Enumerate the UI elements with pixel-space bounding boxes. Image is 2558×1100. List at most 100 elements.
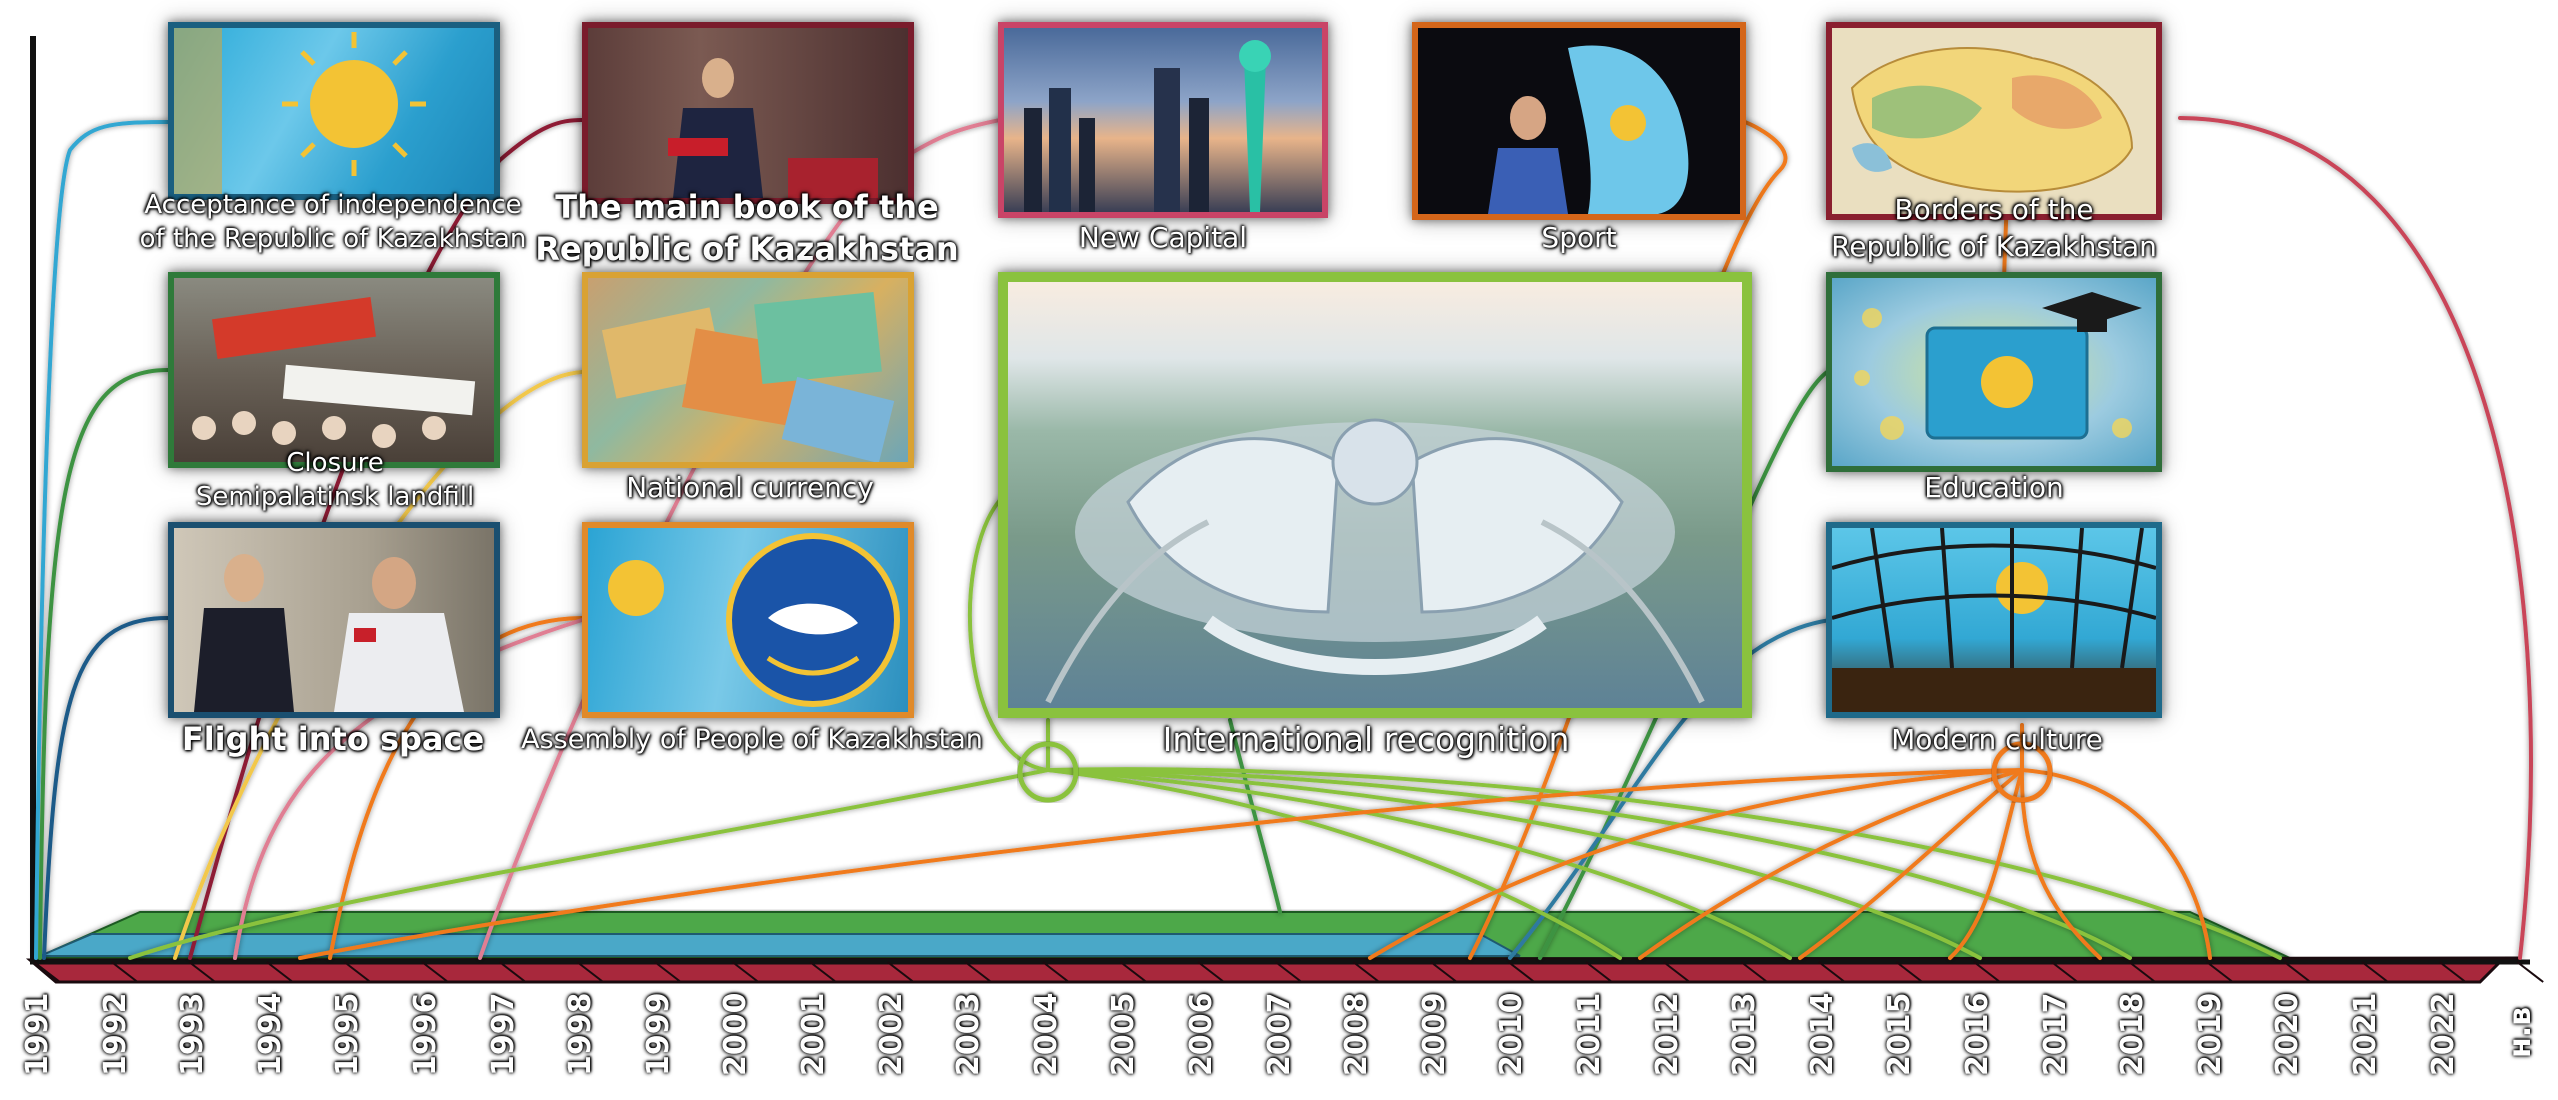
year-label-2018: 2018 <box>2115 992 2151 1077</box>
year-label-2012: 2012 <box>1649 992 1685 1077</box>
year-label-2019: 2019 <box>2192 992 2228 1077</box>
caption-assembly: Assembly of People of Kazakhstan <box>521 724 983 755</box>
year-tick <box>654 961 682 983</box>
year-tick <box>1274 961 1303 983</box>
caption-culture: Modern culture <box>1891 723 2103 756</box>
caption-recognition: International recognition <box>1162 720 1570 759</box>
education-book-image <box>1832 278 2156 466</box>
year-label-1999: 1999 <box>640 992 676 1077</box>
year-tick <box>1818 961 1846 983</box>
tenge-banknotes-image <box>588 278 908 462</box>
year-label-2002: 2002 <box>873 992 909 1077</box>
caption-independence: Acceptance of independence of the Republi… <box>139 190 527 255</box>
card-semipalatinsk <box>168 272 500 468</box>
year-tick <box>421 961 449 983</box>
year-tick <box>110 961 139 983</box>
year-tick <box>1895 961 1924 983</box>
card-culture <box>1826 522 2162 718</box>
connector-independence <box>34 120 170 960</box>
year-tick <box>1662 961 1691 983</box>
year-tick <box>1119 961 1148 983</box>
year-label-1994: 1994 <box>252 992 288 1077</box>
connector-culture-teal <box>1508 618 1832 960</box>
year-label-н.в: н.в <box>2503 1006 2539 1058</box>
year-label-2003: 2003 <box>951 992 987 1077</box>
year-tick <box>498 961 527 983</box>
card-independence <box>168 22 500 200</box>
year-tick <box>1507 961 1536 983</box>
year-tick <box>1197 961 1225 983</box>
year-label-2021: 2021 <box>2348 992 2383 1077</box>
year-label-2016: 2016 <box>1960 992 1995 1077</box>
year-tick <box>2206 961 2234 983</box>
year-label-2000: 2000 <box>718 992 754 1077</box>
card-education <box>1826 272 2162 472</box>
year-label-2010: 2010 <box>1494 992 1530 1077</box>
caption-capital: New Capital <box>1078 221 1248 254</box>
president-reading-constitution-image <box>588 28 908 198</box>
card-constitution <box>582 22 914 204</box>
cosmonaut-image <box>174 528 494 712</box>
year-tick <box>1042 961 1070 983</box>
year-label-2020: 2020 <box>2270 992 2306 1077</box>
kazakhstan-flag-image <box>174 28 494 194</box>
year-tick <box>2128 961 2156 983</box>
year-tick <box>2050 961 2079 983</box>
year-label-1995: 1995 <box>330 992 366 1077</box>
year-label-2005: 2005 <box>1106 992 1142 1077</box>
year-label-2006: 2006 <box>1184 992 1219 1077</box>
caption-borders: Borders of the Republic of Kazakhstan <box>1831 193 2157 263</box>
year-label-2007: 2007 <box>1261 992 1297 1077</box>
connector-borders <box>2178 116 2533 960</box>
year-tick <box>1973 961 2001 983</box>
year-tick <box>188 961 216 983</box>
year-tick <box>809 961 837 983</box>
year-tick <box>1585 961 1613 983</box>
year-label-2004: 2004 <box>1028 992 1064 1077</box>
year-label-1991: 1991 <box>20 992 55 1077</box>
caption-education: Education <box>1924 471 2064 504</box>
athlete-with-flag-image <box>1418 28 1740 214</box>
protest-crowd-image <box>174 278 494 462</box>
year-tick <box>576 961 604 983</box>
caption-constitution: The main book of the Republic of Kazakhst… <box>535 188 959 269</box>
year-tick <box>964 961 992 983</box>
year-label-2022: 2022 <box>2425 992 2461 1077</box>
connector-recognition-down <box>1228 718 1282 914</box>
year-tick <box>1352 961 1380 983</box>
year-label-2013: 2013 <box>1727 992 1763 1077</box>
year-label-1998: 1998 <box>563 992 599 1077</box>
year-label-2008: 2008 <box>1339 992 1375 1077</box>
year-label-2009: 2009 <box>1416 992 1452 1077</box>
year-label-1996: 1996 <box>408 992 443 1077</box>
year-tick <box>33 961 61 983</box>
year-tick <box>2361 961 2389 983</box>
connector-semipalatinsk <box>38 368 170 960</box>
card-assembly <box>582 522 914 718</box>
stadium-roof-image <box>1832 528 2156 712</box>
year-label-1992: 1992 <box>97 992 133 1077</box>
year-label-1993: 1993 <box>175 992 211 1077</box>
caption-semipalatinsk: Closure Semipalatinsk landfill <box>195 448 475 513</box>
year-tick <box>2283 961 2312 983</box>
year-tick <box>731 961 760 983</box>
card-space <box>168 522 500 718</box>
year-ticks <box>33 961 2544 983</box>
culture-hub <box>1991 741 2053 803</box>
card-sport <box>1412 22 1746 220</box>
card-recognition <box>998 272 1752 718</box>
year-tick <box>886 961 915 983</box>
caption-space: Flight into space <box>181 720 485 758</box>
year-tick <box>343 961 372 983</box>
year-tick <box>266 961 294 983</box>
year-tick <box>2438 961 2467 983</box>
kazakhstan-map-image <box>1832 28 2156 214</box>
connector-space <box>42 616 170 960</box>
card-borders <box>1826 22 2162 220</box>
year-tick <box>2516 961 2544 983</box>
year-label-1997: 1997 <box>485 992 521 1077</box>
connector-assembly <box>328 616 584 960</box>
year-label-2017: 2017 <box>2037 992 2073 1077</box>
year-label-2015: 2015 <box>1882 992 1918 1077</box>
